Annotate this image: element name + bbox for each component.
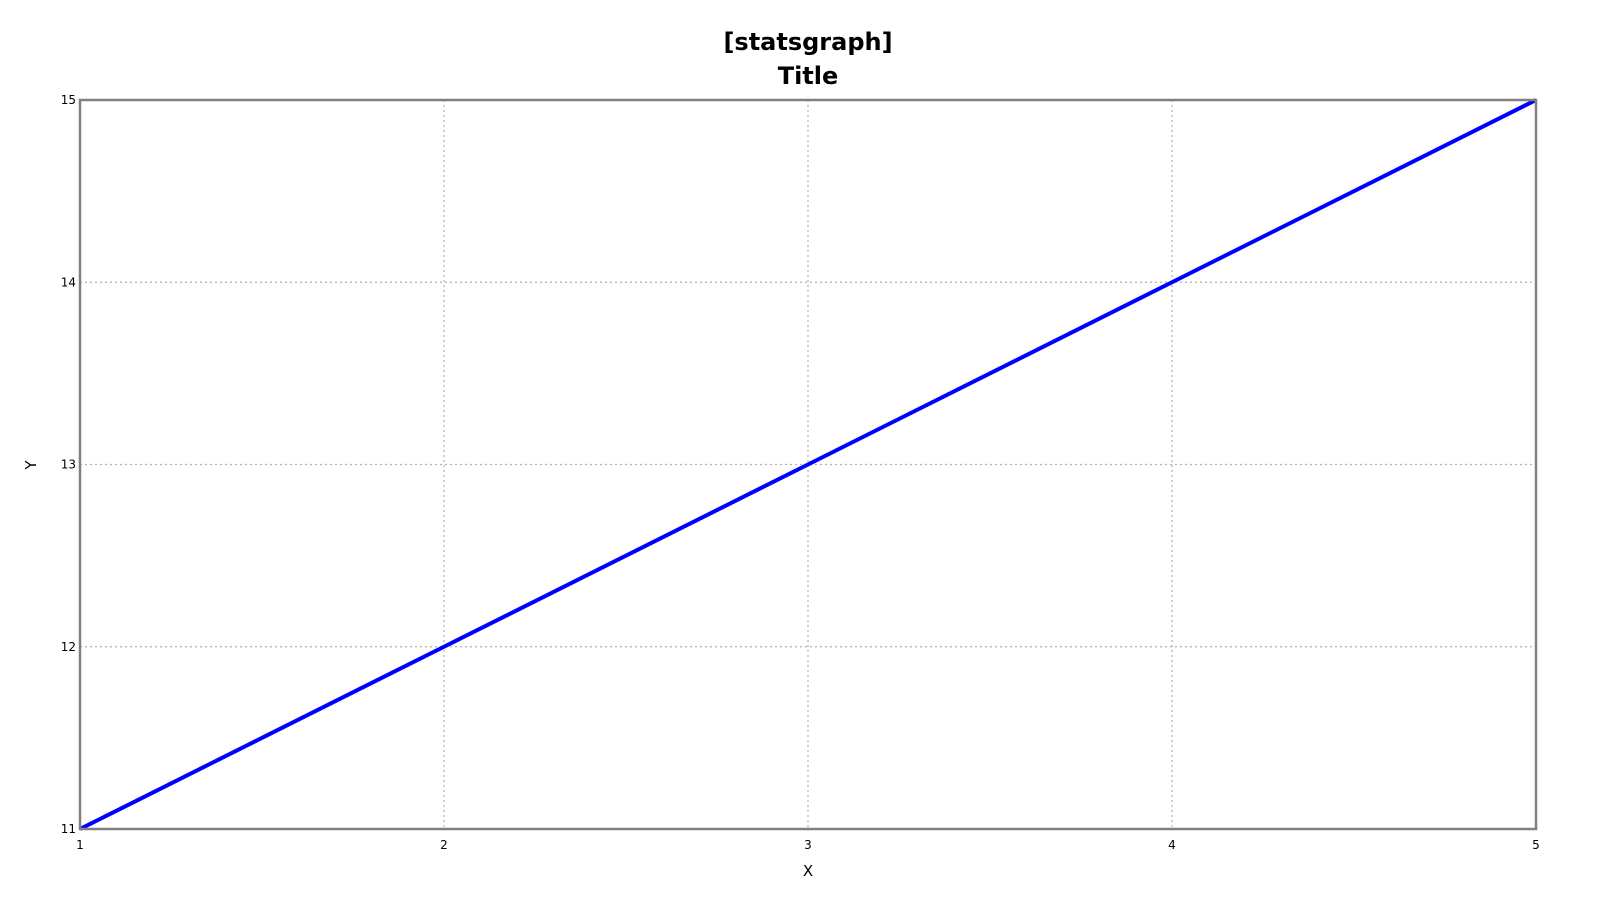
- y-tick-label: 14: [61, 275, 76, 289]
- x-tick-label: 5: [1532, 838, 1540, 852]
- x-tick-label: 1: [76, 838, 84, 852]
- grid: [80, 100, 1536, 829]
- series-line: [79, 98, 1537, 831]
- y-tick-label: 13: [61, 458, 76, 472]
- chart-title-line-1: [statsgraph]: [723, 28, 892, 56]
- chart-title-line-2: Title: [778, 62, 839, 90]
- y-tick-label: 12: [61, 640, 76, 654]
- x-tick-label: 2: [440, 838, 448, 852]
- y-tick-label: 15: [61, 93, 76, 107]
- series-layer: [79, 98, 1537, 831]
- x-tick-labels: 1 2 3 4 5: [76, 838, 1540, 852]
- x-tick-label: 3: [804, 838, 812, 852]
- chart-title: [statsgraph] Title: [723, 28, 892, 90]
- x-tick-label: 4: [1168, 838, 1176, 852]
- y-axis-label: Y: [22, 460, 40, 471]
- x-axis-label: X: [803, 862, 813, 880]
- y-tick-label: 11: [61, 822, 76, 836]
- plot-frame: [78, 98, 1538, 831]
- y-tick-labels: 11 12 13 14 15: [61, 93, 76, 836]
